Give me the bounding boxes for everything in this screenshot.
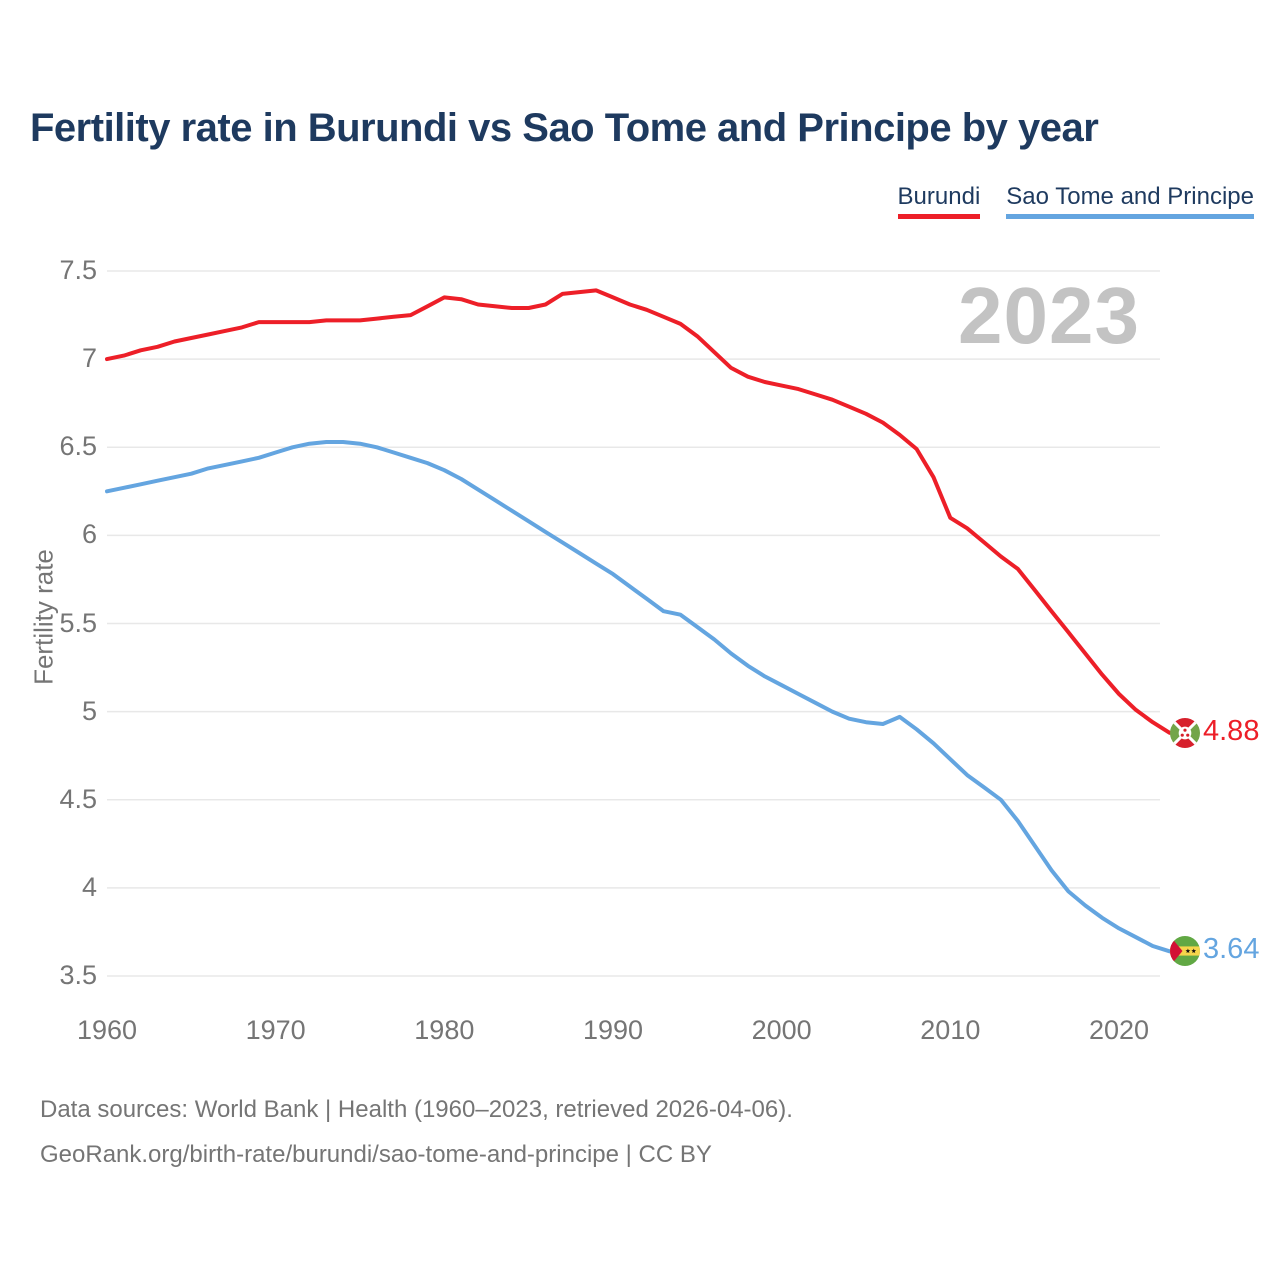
x-tick-label: 1990 xyxy=(582,1015,644,1045)
legend: Burundi Sao Tome and Principe xyxy=(897,183,1254,219)
gridlines xyxy=(107,270,1160,977)
sao-tome-and-principe-end-value: 3.64 xyxy=(1203,933,1260,966)
y-tick-label: 6.5 xyxy=(59,431,97,462)
series-lines xyxy=(105,288,1185,954)
x-tick-label: 1970 xyxy=(245,1015,306,1045)
y-tick-label: 4.5 xyxy=(59,783,97,814)
legend-item-burundi[interactable]: Burundi xyxy=(897,183,981,219)
y-tick-label: 7.5 xyxy=(59,255,97,285)
x-tick-label: 1980 xyxy=(414,1015,475,1045)
y-tick-label: 5.5 xyxy=(59,607,97,638)
series-line-sao-tome-and-principe xyxy=(105,440,1172,954)
y-tick-label: 4 xyxy=(81,871,97,902)
burundi-flag-icon xyxy=(1170,717,1200,748)
burundi-end-value: 4.88 xyxy=(1203,714,1260,747)
page-title: Fertility rate in Burundi vs Sao Tome an… xyxy=(30,106,1099,150)
sao-tome-and-principe-flag-icon xyxy=(1170,936,1200,967)
footer-line-1: Data sources: World Bank | Health (1960–… xyxy=(40,1096,793,1123)
footer: Data sources: World Bank | Health (1960–… xyxy=(40,1087,793,1177)
watermark-year: 2023 xyxy=(958,271,1140,360)
y-tick-label: 6 xyxy=(81,519,97,550)
x-tick-label: 1960 xyxy=(76,1015,138,1045)
x-tick-label: 2010 xyxy=(920,1015,981,1045)
y-tick-label: 3.5 xyxy=(59,960,97,990)
y-tick-label: 5 xyxy=(81,695,97,726)
footer-line-2: GeoRank.org/birth-rate/burundi/sao-tome-… xyxy=(40,1141,712,1168)
x-tick-label: 2020 xyxy=(1088,1015,1150,1045)
legend-item-sao-tome-and-principe[interactable]: Sao Tome and Principe xyxy=(1006,183,1254,219)
x-tick-label: 2000 xyxy=(751,1015,812,1045)
y-tick-label: 7 xyxy=(81,343,97,374)
